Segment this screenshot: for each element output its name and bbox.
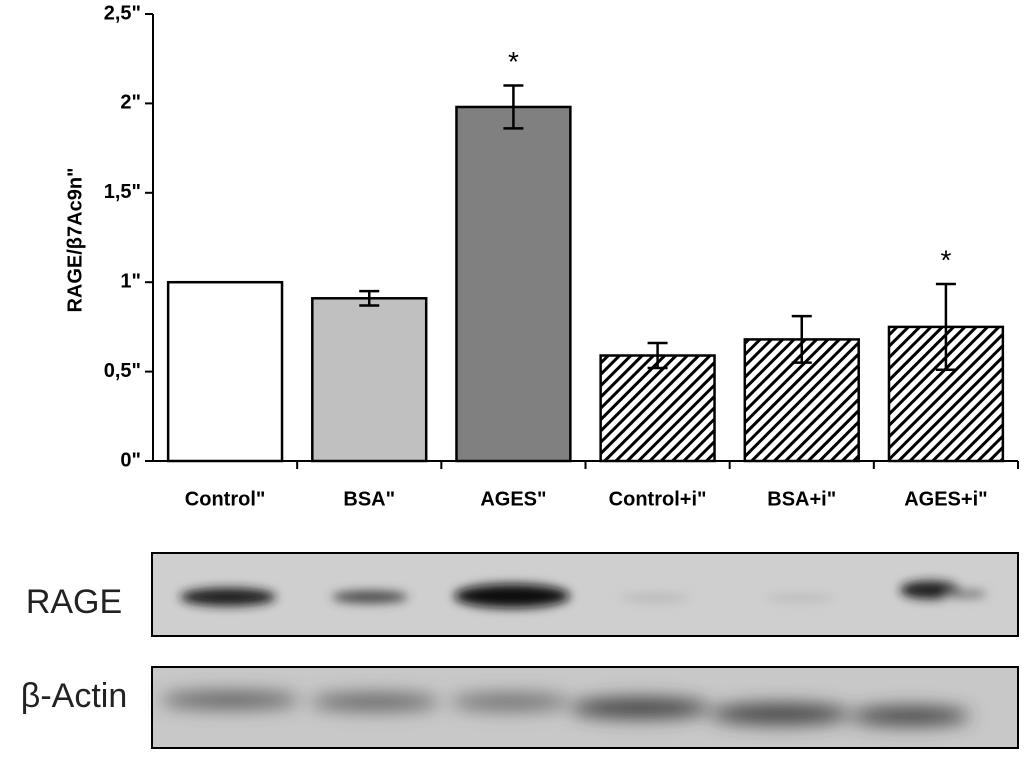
bar [166, 280, 284, 463]
y-tick-label: 2" [120, 92, 141, 114]
y-tick-label: 1,5" [104, 181, 141, 203]
blot-band [454, 584, 570, 608]
blot-actin: β-Actin [21, 666, 1019, 749]
y-tick-label: 0" [120, 449, 141, 471]
blot-band [765, 594, 835, 602]
x-tick-label: Control+i" [609, 488, 707, 510]
blot-band [310, 694, 440, 710]
bar [311, 297, 428, 463]
blot-band [332, 591, 408, 603]
bar [455, 105, 572, 463]
y-tick-label: 0,5" [104, 360, 141, 382]
blot-label: RAGE [26, 583, 122, 621]
blot-band [620, 594, 690, 602]
bar [599, 354, 716, 463]
blot-bands [180, 581, 987, 608]
x-tick-label: AGES" [480, 488, 546, 510]
blot-band [570, 698, 710, 718]
blot-band [450, 694, 570, 710]
blot-band [850, 707, 970, 725]
blot-band [943, 590, 987, 598]
y-tick-label: 2,5" [104, 2, 141, 24]
annotation: * [508, 46, 519, 77]
x-tick-label: BSA" [343, 488, 395, 510]
annotation: * [940, 244, 951, 275]
y-tick-label: 1" [120, 270, 141, 292]
blot-band [160, 692, 300, 708]
x-tick-label: BSA+i" [767, 488, 836, 510]
blot-band [180, 588, 276, 606]
x-tick-label: Control" [185, 488, 266, 510]
blot-bands [160, 692, 970, 725]
y-axis-label: RAGE/β7Ac9n" [64, 167, 86, 312]
x-tick-label: AGES+i" [904, 488, 987, 510]
blot-band [710, 704, 850, 724]
blot-label: β-Actin [21, 677, 127, 715]
blot-rage: RAGE [26, 552, 1019, 637]
blot-panel [151, 552, 1019, 637]
